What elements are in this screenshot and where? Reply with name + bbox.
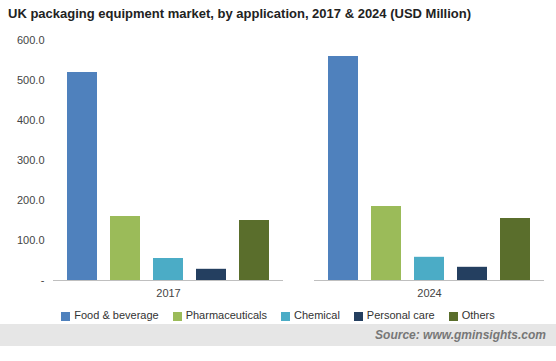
svg-text:200.0: 200.0 [17,194,45,206]
svg-text:100.0: 100.0 [17,234,45,246]
svg-text:2017: 2017 [156,287,180,299]
html-text:UK packaging equipment market,: UK packaging equipment market, by applic… [8,6,472,21]
html-text:Food & beverage: Food & beverage [74,309,159,321]
html-text:Pharmaceuticals: Pharmaceuticals [185,309,267,321]
svg-text:2024: 2024 [417,287,441,299]
html-text:Source: www.gminsights.com: Source: www.gminsights.com [375,328,546,342]
svg-text:400.0: 400.0 [17,114,45,126]
svg-text:-: - [41,274,45,286]
svg-text:500.0: 500.0 [17,74,45,86]
svg-text:600.0: 600.0 [17,34,45,46]
svg-text:300.0: 300.0 [17,154,45,166]
html-text:Chemical: Chemical [294,309,340,321]
html-text:Personal care: Personal care [366,309,435,321]
html-text:Others: Others [461,309,495,321]
